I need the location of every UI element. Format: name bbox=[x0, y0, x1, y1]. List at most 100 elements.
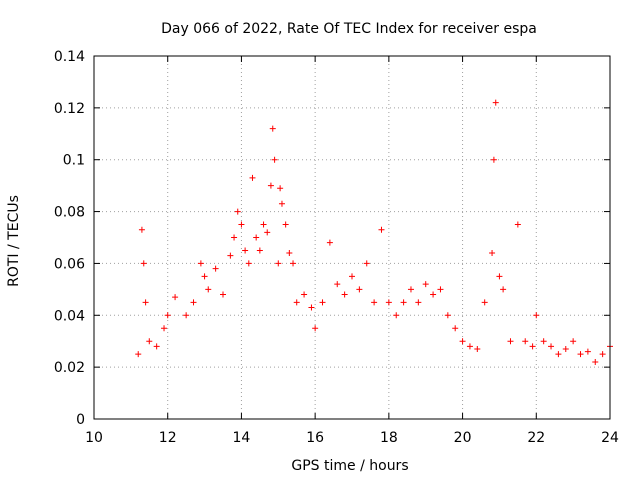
data-point bbox=[164, 312, 171, 319]
data-point bbox=[400, 299, 407, 306]
x-tick-label: 10 bbox=[85, 430, 103, 446]
data-point bbox=[474, 345, 481, 352]
data-point bbox=[481, 299, 488, 306]
data-point bbox=[385, 299, 392, 306]
x-tick-label: 16 bbox=[306, 430, 324, 446]
data-point bbox=[277, 185, 284, 192]
y-tick-label: 0.04 bbox=[54, 308, 85, 324]
data-point bbox=[490, 156, 497, 163]
data-point bbox=[444, 312, 451, 319]
data-point bbox=[269, 125, 276, 132]
y-tick-label: 0.1 bbox=[63, 153, 85, 169]
y-axis-label: ROTI / TECUs bbox=[6, 195, 22, 287]
data-point bbox=[422, 281, 429, 288]
data-point bbox=[201, 273, 208, 280]
data-point bbox=[197, 260, 204, 267]
data-point bbox=[529, 343, 536, 350]
y-tick-label: 0.02 bbox=[54, 360, 85, 376]
data-point bbox=[146, 338, 153, 345]
data-point bbox=[341, 291, 348, 298]
x-axis-label: GPS time / hours bbox=[291, 458, 408, 474]
data-point bbox=[548, 343, 555, 350]
data-point bbox=[227, 252, 234, 259]
axis-ticks bbox=[93, 55, 611, 420]
x-tick-label: 24 bbox=[601, 430, 619, 446]
plot-frame bbox=[93, 55, 611, 420]
data-point bbox=[301, 291, 308, 298]
data-point bbox=[507, 338, 514, 345]
data-points bbox=[135, 99, 613, 365]
data-point bbox=[312, 325, 319, 332]
grid bbox=[94, 56, 610, 419]
data-point bbox=[183, 312, 190, 319]
data-point bbox=[356, 286, 363, 293]
x-tick-labels: 10 12 14 16 18 20 22 24 bbox=[85, 430, 619, 446]
data-point bbox=[319, 299, 326, 306]
data-point bbox=[459, 338, 466, 345]
data-point bbox=[577, 351, 584, 358]
data-point bbox=[282, 221, 289, 228]
data-point bbox=[452, 325, 459, 332]
x-tick-label: 22 bbox=[527, 430, 545, 446]
data-point bbox=[540, 338, 547, 345]
data-point bbox=[286, 250, 293, 257]
data-point bbox=[378, 226, 385, 233]
data-point bbox=[153, 343, 160, 350]
data-point bbox=[249, 174, 256, 181]
data-point bbox=[245, 260, 252, 267]
data-point bbox=[555, 351, 562, 358]
data-point bbox=[271, 156, 278, 163]
data-point bbox=[212, 265, 219, 272]
data-point bbox=[138, 226, 145, 233]
data-point bbox=[522, 338, 529, 345]
data-point bbox=[430, 291, 437, 298]
x-tick-label: 14 bbox=[233, 430, 251, 446]
data-point bbox=[592, 358, 599, 365]
data-point bbox=[393, 312, 400, 319]
data-point bbox=[242, 247, 249, 254]
data-point bbox=[371, 299, 378, 306]
data-point bbox=[275, 260, 282, 267]
data-point bbox=[489, 250, 496, 257]
data-point bbox=[599, 351, 606, 358]
data-point bbox=[220, 291, 226, 298]
data-point bbox=[584, 348, 591, 355]
data-point bbox=[437, 286, 444, 293]
data-point bbox=[407, 286, 414, 293]
data-point bbox=[172, 294, 179, 301]
data-point bbox=[492, 99, 499, 106]
y-tick-label: 0.12 bbox=[54, 101, 85, 117]
data-point bbox=[264, 229, 271, 236]
data-point bbox=[570, 338, 577, 345]
data-point bbox=[231, 234, 238, 241]
data-point bbox=[260, 221, 267, 228]
x-tick-label: 20 bbox=[454, 430, 472, 446]
x-tick-label: 18 bbox=[380, 430, 398, 446]
data-point bbox=[135, 351, 142, 358]
data-point bbox=[533, 312, 540, 319]
data-point bbox=[253, 234, 260, 241]
data-point bbox=[349, 273, 355, 280]
y-tick-label: 0.08 bbox=[54, 205, 85, 221]
data-point bbox=[290, 260, 297, 267]
data-point bbox=[326, 239, 333, 246]
y-tick-label: 0.14 bbox=[54, 49, 85, 65]
data-point bbox=[363, 260, 370, 267]
data-point bbox=[562, 345, 569, 352]
data-point bbox=[267, 182, 274, 189]
data-point bbox=[496, 273, 503, 280]
data-point bbox=[256, 247, 263, 254]
y-tick-label: 0 bbox=[76, 412, 85, 428]
data-point bbox=[514, 221, 521, 228]
y-tick-label: 0.06 bbox=[54, 256, 85, 272]
data-point bbox=[466, 343, 473, 350]
data-point bbox=[278, 200, 285, 207]
data-point bbox=[205, 286, 212, 293]
data-point bbox=[415, 299, 422, 306]
data-point bbox=[142, 299, 149, 306]
data-point bbox=[238, 221, 245, 228]
data-point bbox=[234, 208, 241, 215]
x-tick-label: 12 bbox=[159, 430, 177, 446]
data-point bbox=[161, 325, 168, 332]
